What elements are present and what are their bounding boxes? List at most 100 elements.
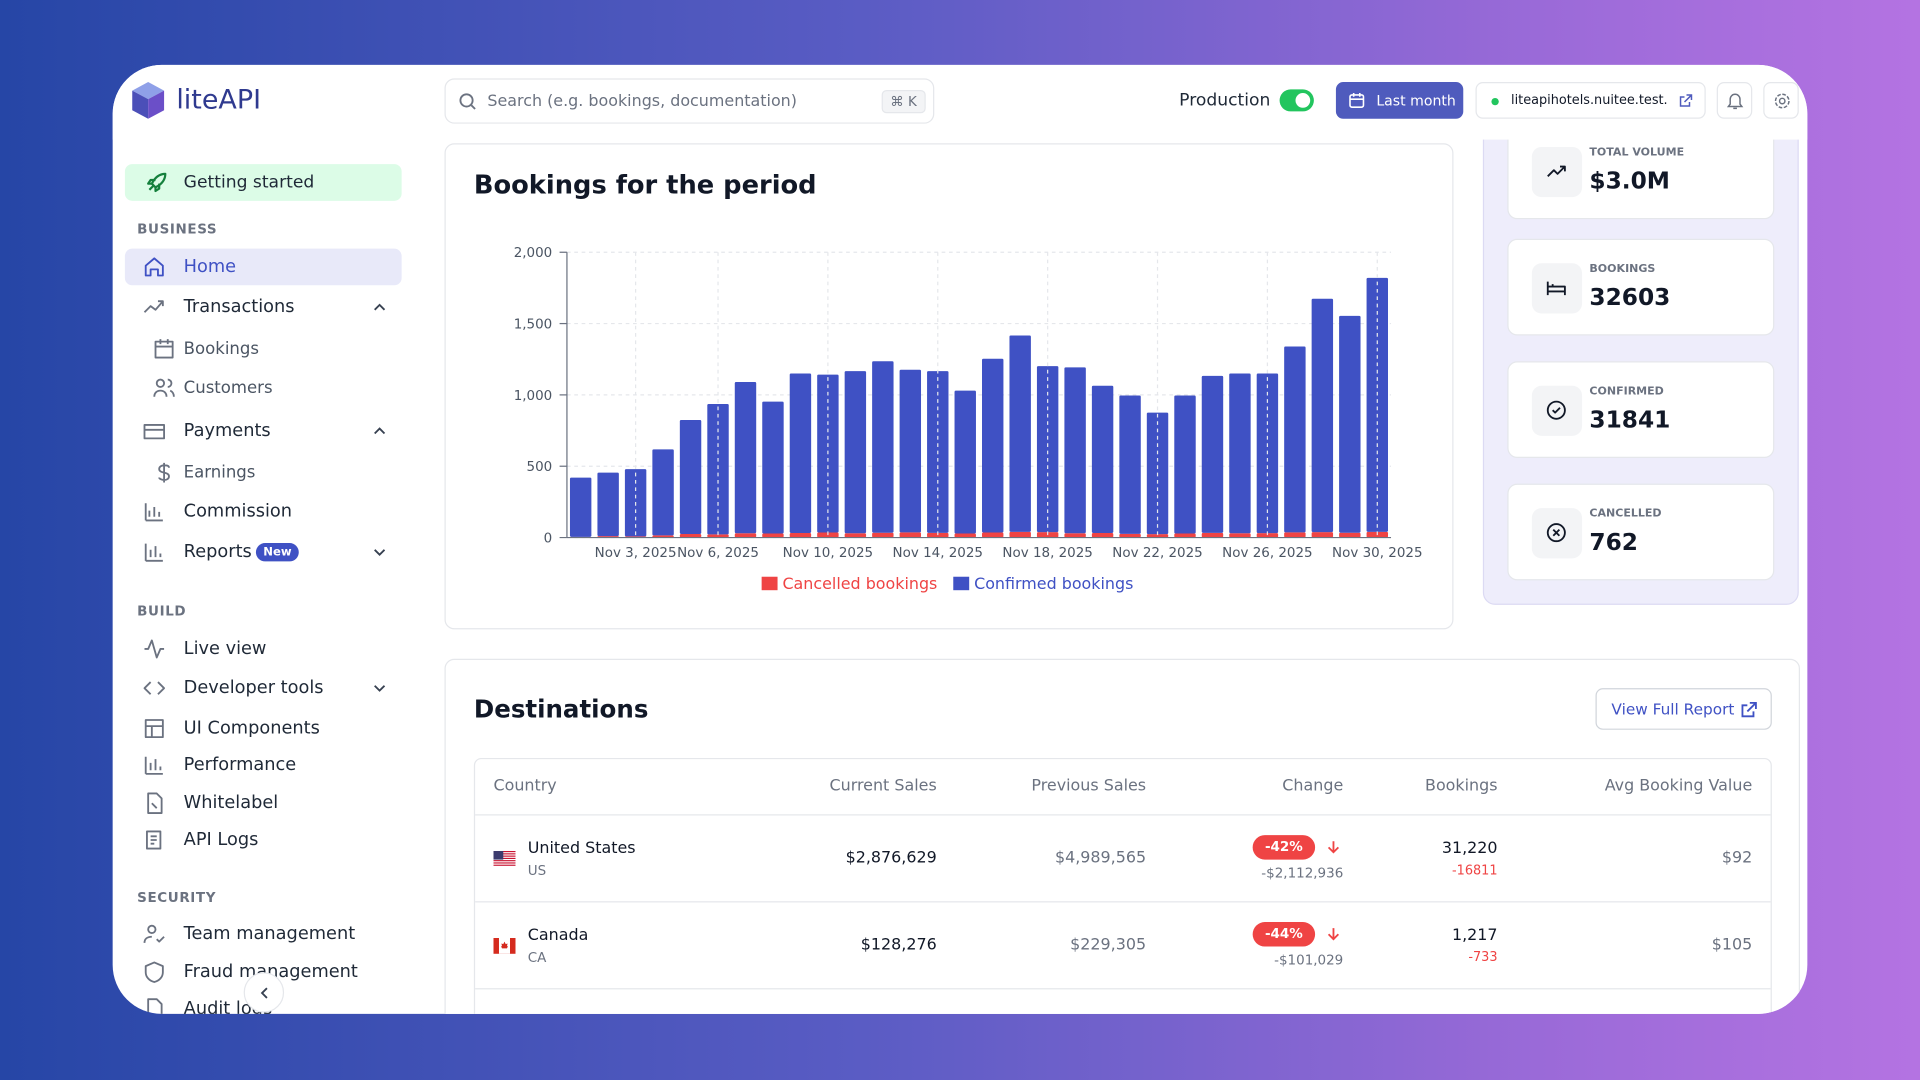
brand: liteAPI [176, 85, 262, 116]
bar [707, 534, 729, 538]
nav-item[interactable]: Commission [125, 493, 402, 530]
chevron [374, 549, 386, 556]
nav-item[interactable]: Fraud management [125, 954, 402, 991]
nav-item[interactable]: Live view [125, 631, 402, 668]
icon [143, 924, 165, 943]
stat-card: CANCELLED 762 [1507, 483, 1775, 581]
icon-path [144, 543, 163, 562]
icon-path [1546, 281, 1566, 296]
icon-path [144, 257, 164, 277]
environment-toggle[interactable] [1279, 89, 1314, 112]
bar [899, 369, 922, 533]
icon [158, 462, 170, 483]
legend-label: Cancelled bookings [782, 574, 937, 593]
current-sales: $2,876,629 [845, 849, 937, 868]
code: CA [527, 949, 547, 966]
bar [1009, 335, 1031, 532]
destinations-card: Destinations View Full Report Country Cur… [444, 658, 1801, 1014]
icon-path [158, 462, 170, 483]
bar [1119, 395, 1141, 534]
column-header: Country [493, 776, 557, 796]
nav-item[interactable]: Earnings [125, 454, 402, 491]
nav-item[interactable]: Reports New [125, 534, 402, 571]
stat-value: 31841 [1589, 406, 1671, 434]
legend-label: Confirmed bookings [974, 574, 1133, 593]
icon [1546, 400, 1566, 420]
icon-path [1547, 165, 1566, 177]
flag-stripe [493, 855, 516, 857]
nav-item[interactable]: Bookings [125, 331, 402, 368]
bar [982, 358, 1004, 533]
nav-item[interactable]: Payments [125, 413, 402, 450]
bar [1064, 367, 1086, 534]
icon [144, 503, 163, 522]
view-full-report-label: View Full Report [1611, 699, 1735, 719]
getting-started[interactable]: Getting started [124, 164, 402, 201]
icon-path [1546, 523, 1566, 543]
bar [1229, 373, 1251, 534]
notifications[interactable] [1716, 82, 1753, 119]
chevron-path [374, 303, 386, 311]
icon [1546, 523, 1566, 543]
bookings-change: -16811 [1451, 863, 1498, 878]
settings[interactable] [1763, 82, 1799, 119]
icon [147, 792, 163, 814]
icon-path [144, 503, 163, 522]
rocket-icon [147, 172, 167, 193]
bar [1284, 532, 1306, 538]
nav-item[interactable]: Performance [125, 747, 402, 784]
icon-path [143, 681, 166, 695]
search[interactable]: Search (e.g. bookings, documentation) ⌘ … [444, 78, 935, 124]
stat-label: CONFIRMED [1589, 385, 1664, 398]
nav-item[interactable]: Developer tools [125, 670, 402, 707]
nav-item[interactable]: API Logs [125, 822, 402, 859]
bar [707, 404, 729, 535]
icon [154, 339, 174, 359]
icon [146, 830, 162, 850]
site-selector[interactable]: liteapihotels.nuitee.test. [1475, 82, 1706, 119]
nav-label: Transactions [183, 297, 295, 318]
bar [789, 532, 812, 538]
column-header: Previous Sales [1031, 776, 1147, 796]
flag [493, 851, 516, 866]
chart: 0 500 1,000 1,500 2,000 Nov 3, 2025 Nov 6, 202… [514, 246, 1423, 593]
icon-path [1546, 400, 1566, 420]
date-range[interactable]: Last month [1335, 82, 1464, 119]
row-divider [475, 901, 1771, 903]
change-amount: -$2,112,936 [1261, 865, 1344, 882]
bar [679, 533, 702, 538]
column-header: Avg Booking Value [1604, 776, 1753, 796]
stat-card: BOOKINGS 32603 [1507, 238, 1775, 336]
flag-canton [493, 851, 504, 860]
bar [1174, 395, 1196, 534]
nav-item[interactable]: Transactions [125, 289, 402, 326]
site-label: liteapihotels.nuitee.test. [1511, 93, 1668, 108]
nav-label: Live view [183, 639, 267, 659]
stat-label: CANCELLED [1589, 508, 1662, 521]
getting-started-label: Getting started [183, 172, 315, 193]
nav-label: Customers [183, 378, 273, 398]
flag-stripe [493, 864, 516, 866]
bar [1036, 366, 1059, 533]
nav-item[interactable]: Customers [125, 370, 402, 407]
icon [144, 719, 164, 739]
bar [1366, 277, 1388, 532]
environment-label: Production [1179, 90, 1271, 111]
icon-path [144, 639, 165, 659]
nav-item[interactable]: Whitelabel [125, 785, 402, 822]
nav-item[interactable]: UI Components [125, 710, 402, 747]
view-full-report[interactable]: View Full Report [1595, 688, 1772, 730]
row-divider [475, 988, 1771, 990]
nav-item[interactable]: Home [124, 248, 402, 286]
icon [143, 681, 166, 695]
collapse-sidebar[interactable] [243, 972, 285, 1013]
stats-panel: TOTAL VOLUME $3.0M BOOKINGS 32603 CONFIRMED 3… [1482, 110, 1799, 605]
section-title: SECURITY [137, 889, 217, 906]
section-title: BUSINESS [137, 221, 218, 237]
code: US [527, 862, 547, 879]
stat-icon-box [1531, 508, 1583, 559]
nav-item[interactable]: Team management [125, 916, 402, 953]
